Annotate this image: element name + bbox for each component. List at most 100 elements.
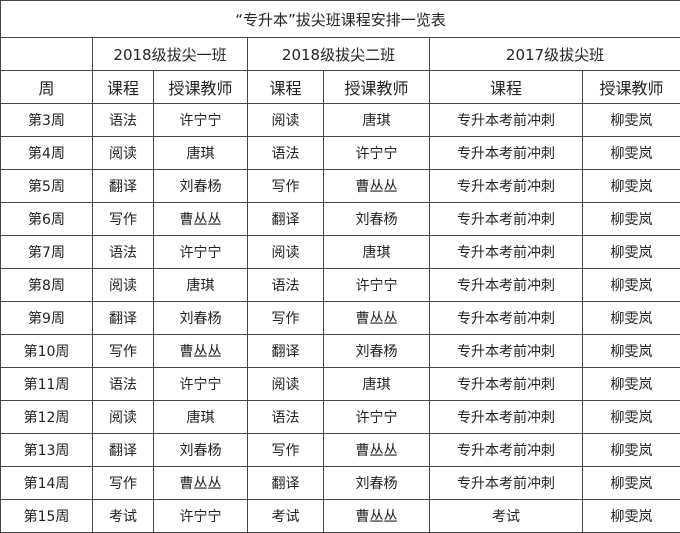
week-cell: 第6周 xyxy=(1,203,93,236)
column-header: 课程 xyxy=(430,71,583,104)
week-cell: 第14周 xyxy=(1,467,93,500)
course-cell: 专升本考前冲刺 xyxy=(430,104,583,137)
course-cell: 写作 xyxy=(93,335,154,368)
course-cell: 考试 xyxy=(248,500,324,533)
course-cell: 翻译 xyxy=(93,170,154,203)
teacher-cell: 许宁宁 xyxy=(324,269,430,302)
course-cell: 写作 xyxy=(248,170,324,203)
teacher-cell: 曹丛丛 xyxy=(324,500,430,533)
group-header-row: 2018级拔尖一班 2018级拔尖二班 2017级拔尖班 xyxy=(1,38,680,71)
course-cell: 翻译 xyxy=(248,467,324,500)
course-cell: 考试 xyxy=(430,500,583,533)
teacher-cell: 曹丛丛 xyxy=(154,203,248,236)
course-cell: 考试 xyxy=(93,500,154,533)
week-cell: 第5周 xyxy=(1,170,93,203)
teacher-cell: 柳雯岚 xyxy=(583,203,680,236)
column-header: 授课教师 xyxy=(583,71,680,104)
group-header: 2018级拔尖一班 xyxy=(93,38,248,71)
table-row: 第7周语法许宁宁阅读唐琪专升本考前冲刺柳雯岚 xyxy=(1,236,680,269)
week-cell: 第8周 xyxy=(1,269,93,302)
table-row: 第8周阅读唐琪语法许宁宁专升本考前冲刺柳雯岚 xyxy=(1,269,680,302)
course-cell: 专升本考前冲刺 xyxy=(430,302,583,335)
table-row: 第14周写作曹丛丛翻译刘春杨专升本考前冲刺柳雯岚 xyxy=(1,467,680,500)
column-header: 授课教师 xyxy=(324,71,430,104)
course-cell: 阅读 xyxy=(93,137,154,170)
teacher-cell: 唐琪 xyxy=(154,269,248,302)
table-title: “专升本”拔尖班课程安排一览表 xyxy=(1,1,680,38)
teacher-cell: 柳雯岚 xyxy=(583,467,680,500)
column-header: 周 xyxy=(1,71,93,104)
column-header: 课程 xyxy=(93,71,154,104)
table-row: 第13周翻译刘春杨写作曹丛丛专升本考前冲刺柳雯岚 xyxy=(1,434,680,467)
course-cell: 写作 xyxy=(93,203,154,236)
teacher-cell: 曹丛丛 xyxy=(324,170,430,203)
table-row: 第9周翻译刘春杨写作曹丛丛专升本考前冲刺柳雯岚 xyxy=(1,302,680,335)
column-header-row: 周课程授课教师课程授课教师课程授课教师 xyxy=(1,71,680,104)
column-header: 课程 xyxy=(248,71,324,104)
teacher-cell: 柳雯岚 xyxy=(583,104,680,137)
teacher-cell: 柳雯岚 xyxy=(583,269,680,302)
teacher-cell: 柳雯岚 xyxy=(583,434,680,467)
teacher-cell: 柳雯岚 xyxy=(583,500,680,533)
week-cell: 第7周 xyxy=(1,236,93,269)
teacher-cell: 刘春杨 xyxy=(154,302,248,335)
table-row: 第11周语法许宁宁阅读唐琪专升本考前冲刺柳雯岚 xyxy=(1,368,680,401)
course-cell: 语法 xyxy=(248,401,324,434)
week-cell: 第4周 xyxy=(1,137,93,170)
teacher-cell: 唐琪 xyxy=(154,401,248,434)
table-row: 第4周阅读唐琪语法许宁宁专升本考前冲刺柳雯岚 xyxy=(1,137,680,170)
week-cell: 第10周 xyxy=(1,335,93,368)
course-cell: 语法 xyxy=(248,269,324,302)
week-cell: 第11周 xyxy=(1,368,93,401)
teacher-cell: 唐琪 xyxy=(324,368,430,401)
course-cell: 翻译 xyxy=(248,335,324,368)
course-cell: 翻译 xyxy=(93,302,154,335)
course-cell: 专升本考前冲刺 xyxy=(430,401,583,434)
teacher-cell: 刘春杨 xyxy=(324,203,430,236)
table-row: 第12周阅读唐琪语法许宁宁专升本考前冲刺柳雯岚 xyxy=(1,401,680,434)
course-cell: 阅读 xyxy=(93,401,154,434)
teacher-cell: 曹丛丛 xyxy=(154,335,248,368)
teacher-cell: 柳雯岚 xyxy=(583,401,680,434)
course-cell: 翻译 xyxy=(248,203,324,236)
teacher-cell: 刘春杨 xyxy=(324,335,430,368)
course-cell: 写作 xyxy=(93,467,154,500)
teacher-cell: 唐琪 xyxy=(154,137,248,170)
course-cell: 专升本考前冲刺 xyxy=(430,335,583,368)
course-cell: 阅读 xyxy=(248,104,324,137)
teacher-cell: 曹丛丛 xyxy=(324,302,430,335)
group-header: 2018级拔尖二班 xyxy=(248,38,430,71)
course-cell: 专升本考前冲刺 xyxy=(430,236,583,269)
week-cell: 第13周 xyxy=(1,434,93,467)
teacher-cell: 许宁宁 xyxy=(154,104,248,137)
table-row: 第15周考试许宁宁考试曹丛丛考试柳雯岚 xyxy=(1,500,680,533)
teacher-cell: 柳雯岚 xyxy=(583,302,680,335)
teacher-cell: 柳雯岚 xyxy=(583,170,680,203)
teacher-cell: 许宁宁 xyxy=(154,236,248,269)
week-cell: 第9周 xyxy=(1,302,93,335)
teacher-cell: 刘春杨 xyxy=(324,467,430,500)
course-cell: 写作 xyxy=(248,302,324,335)
teacher-cell: 刘春杨 xyxy=(154,434,248,467)
teacher-cell: 许宁宁 xyxy=(324,401,430,434)
course-cell: 专升本考前冲刺 xyxy=(430,434,583,467)
course-cell: 阅读 xyxy=(248,368,324,401)
table-row: 第5周翻译刘春杨写作曹丛丛专升本考前冲刺柳雯岚 xyxy=(1,170,680,203)
teacher-cell: 柳雯岚 xyxy=(583,236,680,269)
teacher-cell: 许宁宁 xyxy=(324,137,430,170)
course-cell: 专升本考前冲刺 xyxy=(430,170,583,203)
course-cell: 语法 xyxy=(93,368,154,401)
course-cell: 语法 xyxy=(93,236,154,269)
course-cell: 专升本考前冲刺 xyxy=(430,137,583,170)
course-cell: 写作 xyxy=(248,434,324,467)
course-cell: 阅读 xyxy=(93,269,154,302)
course-cell: 翻译 xyxy=(93,434,154,467)
group-header: 2017级拔尖班 xyxy=(430,38,680,71)
teacher-cell: 唐琪 xyxy=(324,236,430,269)
empty-header-cell xyxy=(1,38,93,71)
table-row: 第6周写作曹丛丛翻译刘春杨专升本考前冲刺柳雯岚 xyxy=(1,203,680,236)
week-cell: 第12周 xyxy=(1,401,93,434)
teacher-cell: 许宁宁 xyxy=(154,500,248,533)
table-row: 第10周写作曹丛丛翻译刘春杨专升本考前冲刺柳雯岚 xyxy=(1,335,680,368)
